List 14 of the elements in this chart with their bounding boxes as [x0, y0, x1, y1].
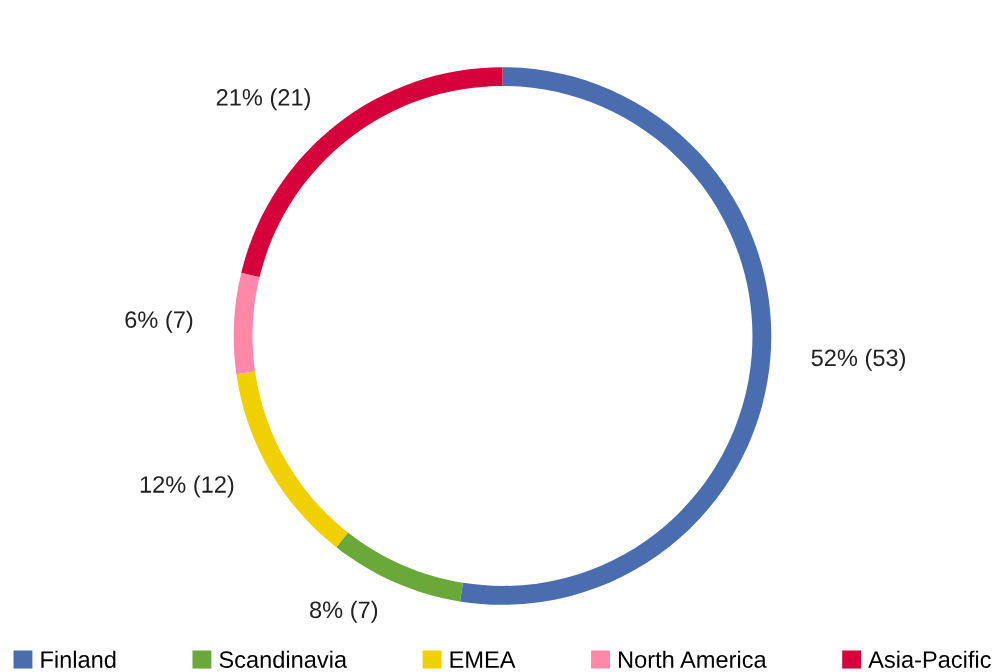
data-label: 21% (21)	[216, 88, 310, 111]
legend-label: EMEA	[450, 651, 516, 668]
legend-label: Asia-Pacific	[868, 650, 991, 668]
legend-label: Finland	[41, 650, 116, 668]
donut-slice	[236, 371, 348, 548]
legend-label: North America	[618, 650, 767, 668]
data-label: 12% (12)	[140, 475, 234, 498]
data-label: 6% (7)	[125, 310, 193, 333]
donut-slice	[460, 67, 772, 605]
data-label: 8% (7)	[310, 600, 378, 623]
legend-label: Scandinavia	[219, 650, 348, 668]
data-label: 52% (53)	[811, 348, 905, 371]
donut-slice	[336, 532, 463, 602]
donut-slice	[233, 272, 260, 375]
